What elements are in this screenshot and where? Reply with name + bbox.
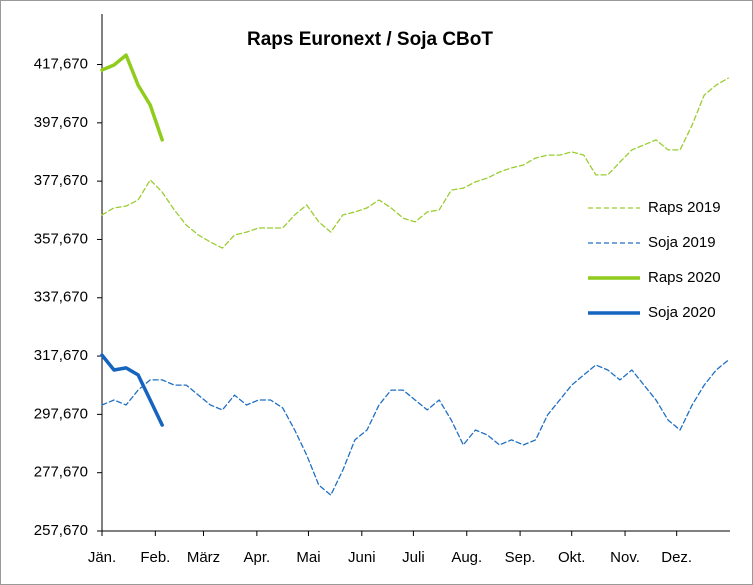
x-tick-label: Juni (348, 549, 376, 566)
series-line (100, 53, 164, 142)
x-tick-label: Okt. (558, 549, 586, 566)
series-line (101, 77, 729, 249)
x-tick-label: Dez. (661, 549, 692, 566)
series-line (101, 359, 729, 496)
legend-label: Raps 2020 (648, 269, 721, 286)
series-line (100, 353, 164, 427)
y-tick-label: 277,670 (34, 464, 88, 481)
y-tick-label: 417,670 (34, 55, 88, 72)
x-tick-label: Mai (296, 549, 320, 566)
x-tick-label: März (187, 549, 220, 566)
x-tick-label: Juli (402, 549, 425, 566)
y-tick-label: 297,670 (34, 405, 88, 422)
y-tick-label: 357,670 (34, 230, 88, 247)
y-tick-label: 397,670 (34, 114, 88, 131)
legend-label: Soja 2019 (648, 234, 716, 251)
x-tick-label: Jän. (88, 549, 116, 566)
x-tick-label: Aug. (451, 549, 482, 566)
y-tick-label: 257,670 (34, 522, 88, 539)
x-tick-label: Feb. (140, 549, 170, 566)
x-tick-label: Apr. (244, 549, 271, 566)
chart-title: Raps Euronext / Soja CBoT (247, 29, 493, 50)
y-tick-label: 317,670 (34, 347, 88, 364)
x-tick-label: Sep. (505, 549, 536, 566)
y-tick-label: 377,670 (34, 172, 88, 189)
legend-label: Raps 2019 (648, 199, 721, 216)
legend-label: Soja 2020 (648, 304, 716, 321)
x-tick-label: Nov. (610, 549, 640, 566)
y-tick-label: 337,670 (34, 289, 88, 306)
